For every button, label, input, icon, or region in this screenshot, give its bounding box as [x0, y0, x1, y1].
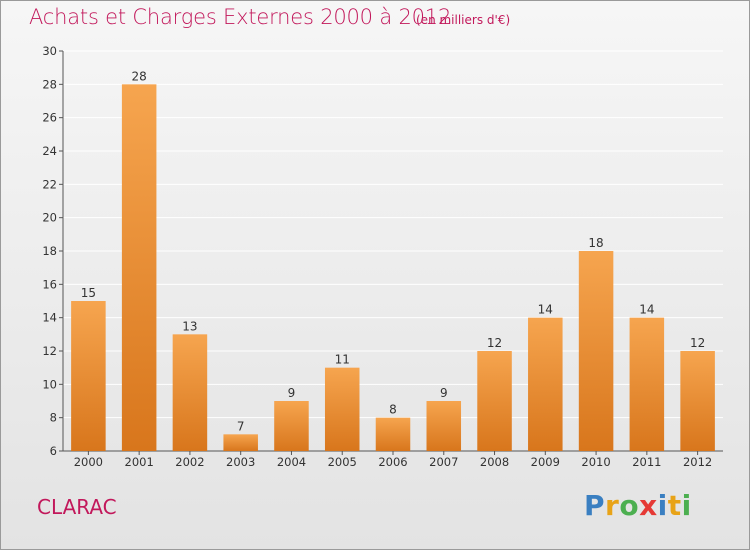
x-tick-label: 2011 — [632, 455, 661, 469]
y-tick-label: 12 — [42, 344, 57, 358]
y-tick-label: 14 — [42, 311, 57, 325]
y-tick-label: 30 — [42, 44, 57, 58]
data-label: 28 — [132, 69, 147, 83]
bar — [528, 317, 563, 451]
bar — [426, 401, 462, 451]
data-label: 14 — [639, 303, 654, 317]
bar — [578, 251, 614, 451]
bars — [71, 84, 715, 451]
y-tick-label: 28 — [42, 77, 57, 91]
brand-letter: i — [657, 489, 668, 522]
bar — [629, 317, 665, 451]
x-tick-label: 2001 — [125, 455, 154, 469]
x-tick-label: 2002 — [175, 455, 204, 469]
data-label: 11 — [335, 353, 350, 367]
commune-name: CLARAC — [37, 495, 117, 519]
brand-letter: x — [639, 489, 658, 522]
x-tick-label: 2003 — [226, 455, 255, 469]
bar — [121, 84, 157, 451]
brand-letter: o — [619, 489, 640, 522]
data-label: 14 — [538, 303, 553, 317]
y-tick-label: 6 — [50, 444, 57, 458]
data-label: 7 — [237, 419, 245, 433]
x-tick-label: 2009 — [531, 455, 560, 469]
chart-subtitle: (en milliers d'€) — [416, 13, 511, 27]
chart-title: Achats et Charges Externes 2000 à 2012 — [29, 5, 452, 29]
y-tick-label: 22 — [42, 177, 57, 191]
brand-letter: r — [605, 489, 620, 522]
y-tick-label: 24 — [42, 144, 57, 158]
x-tick-label: 2005 — [328, 455, 357, 469]
brand-letter: P — [584, 489, 606, 522]
x-tick-label: 2000 — [74, 455, 103, 469]
bar — [375, 417, 411, 451]
data-label: 18 — [588, 236, 603, 250]
data-label: 8 — [389, 403, 397, 417]
bar — [274, 401, 309, 451]
x-tick-label: 2010 — [581, 455, 610, 469]
data-label: 15 — [81, 286, 96, 300]
brand-letter: i — [681, 489, 692, 522]
x-tick-label: 2006 — [378, 455, 407, 469]
bar — [324, 367, 360, 451]
x-tick-label: 2004 — [277, 455, 306, 469]
data-label: 12 — [690, 336, 705, 350]
bar — [680, 351, 715, 451]
x-tick-label: 2007 — [429, 455, 458, 469]
bar — [71, 301, 106, 451]
bar — [477, 351, 512, 451]
x-tick-label: 2008 — [480, 455, 509, 469]
data-label: 9 — [288, 386, 296, 400]
y-tick-label: 26 — [42, 111, 57, 125]
grid-lines — [63, 50, 723, 452]
labels: 6 8 10 12 14 16 18 20 22 24 26 28 30 15 2000 28 2001 13 20… — [42, 44, 712, 469]
brand-logo: Proxiti — [584, 489, 692, 522]
y-tick-label: 20 — [42, 211, 57, 225]
data-label: 13 — [182, 319, 197, 333]
bar — [172, 334, 208, 451]
y-tick-label: 16 — [42, 277, 57, 291]
axes — [59, 50, 723, 455]
data-label: 12 — [487, 336, 502, 350]
data-label: 9 — [440, 386, 448, 400]
y-tick-label: 8 — [50, 411, 57, 425]
x-tick-label: 2012 — [683, 455, 712, 469]
y-tick-label: 18 — [42, 244, 57, 258]
brand-letter: t — [667, 489, 682, 522]
y-tick-label: 10 — [42, 377, 57, 391]
bar — [223, 434, 258, 451]
